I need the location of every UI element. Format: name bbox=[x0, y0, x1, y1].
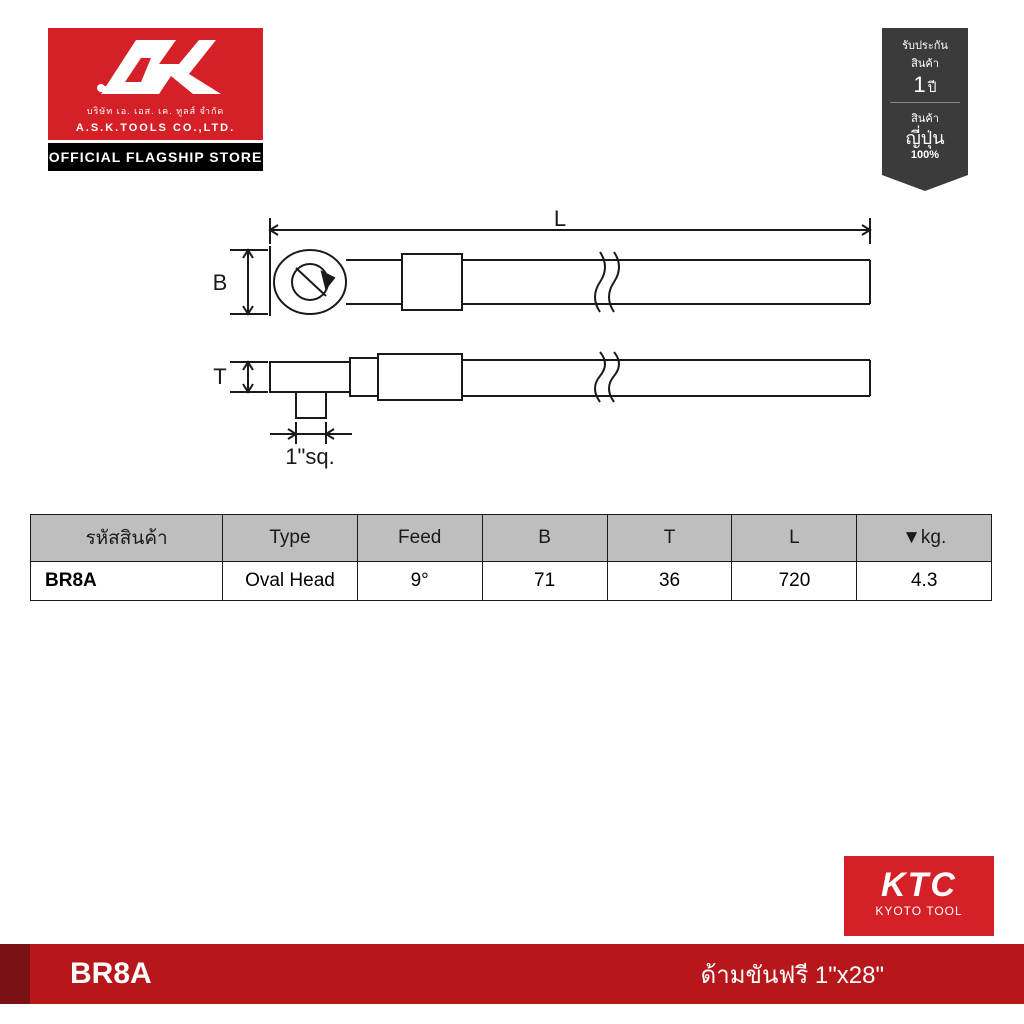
th-type: Type bbox=[223, 515, 358, 562]
dim-label-T: T bbox=[213, 364, 226, 389]
td-code: BR8A bbox=[31, 562, 223, 601]
td-kg: 4.3 bbox=[857, 562, 992, 601]
ribbon-percent: 100% bbox=[886, 149, 964, 161]
th-B: B bbox=[482, 515, 607, 562]
th-L: L bbox=[732, 515, 857, 562]
footer-bar: BR8A ด้ามขันฟรี 1"x28" bbox=[0, 944, 1024, 1004]
ask-logo-block: บริษัท เอ. เอส. เค. ทูลส์ จำกัด A.S.K.TO… bbox=[48, 28, 263, 171]
ktc-logo-sub: KYOTO TOOL bbox=[844, 904, 994, 918]
dim-label-B: B bbox=[213, 270, 228, 295]
td-B: 71 bbox=[482, 562, 607, 601]
footer-desc: ด้ามขันฟรี 1"x28" bbox=[701, 955, 884, 994]
th-T: T bbox=[607, 515, 732, 562]
td-feed: 9° bbox=[357, 562, 482, 601]
table-header-row: รหัสสินค้า Type Feed B T L ▼kg. bbox=[31, 515, 992, 562]
ribbon-origin: ญี่ปุ่น bbox=[886, 129, 964, 147]
ribbon-line1: รับประกัน bbox=[886, 36, 964, 54]
th-kg: ▼kg. bbox=[857, 515, 992, 562]
td-type: Oval Head bbox=[223, 562, 358, 601]
dim-label-L: L bbox=[554, 210, 566, 231]
footer-code: BR8A bbox=[70, 957, 152, 991]
ktc-logo-main: KTC bbox=[844, 868, 994, 902]
ask-logo-red: บริษัท เอ. เอส. เค. ทูลส์ จำกัด A.S.K.TO… bbox=[48, 28, 263, 140]
td-L: 720 bbox=[732, 562, 857, 601]
flagship-bar: OFFICIAL FLAGSHIP STORE bbox=[48, 140, 263, 171]
technical-diagram: L B T 1"sq. bbox=[170, 210, 890, 470]
spec-table: รหัสสินค้า Type Feed B T L ▼kg. BR8A Ova… bbox=[30, 514, 992, 601]
ribbon-separator bbox=[890, 102, 960, 103]
ribbon-line2: สินค้า bbox=[886, 54, 964, 72]
warranty-ribbon: รับประกัน สินค้า 1ปี สินค้า ญี่ปุ่น 100% bbox=[882, 28, 968, 175]
footer-notch bbox=[0, 944, 30, 1004]
dim-label-drive: 1"sq. bbox=[285, 444, 334, 469]
ribbon-body: รับประกัน สินค้า 1ปี สินค้า ญี่ปุ่น 100% bbox=[882, 28, 968, 175]
ask-logo-glyph bbox=[81, 34, 231, 104]
table-row: BR8A Oval Head 9° 71 36 720 4.3 bbox=[31, 562, 992, 601]
th-code: รหัสสินค้า bbox=[31, 515, 223, 562]
ktc-logo: KTC KYOTO TOOL bbox=[844, 856, 994, 936]
warranty-unit: ปี bbox=[928, 79, 937, 95]
ribbon-warranty-value: 1ปี bbox=[886, 74, 964, 96]
ribbon-line3: สินค้า bbox=[886, 109, 964, 127]
td-T: 36 bbox=[607, 562, 732, 601]
th-feed: Feed bbox=[357, 515, 482, 562]
ask-logo-eng: A.S.K.TOOLS CO.,LTD. bbox=[48, 122, 263, 134]
ask-logo-thai: บริษัท เอ. เอส. เค. ทูลส์ จำกัด bbox=[48, 104, 263, 118]
warranty-number: 1 bbox=[913, 72, 925, 97]
